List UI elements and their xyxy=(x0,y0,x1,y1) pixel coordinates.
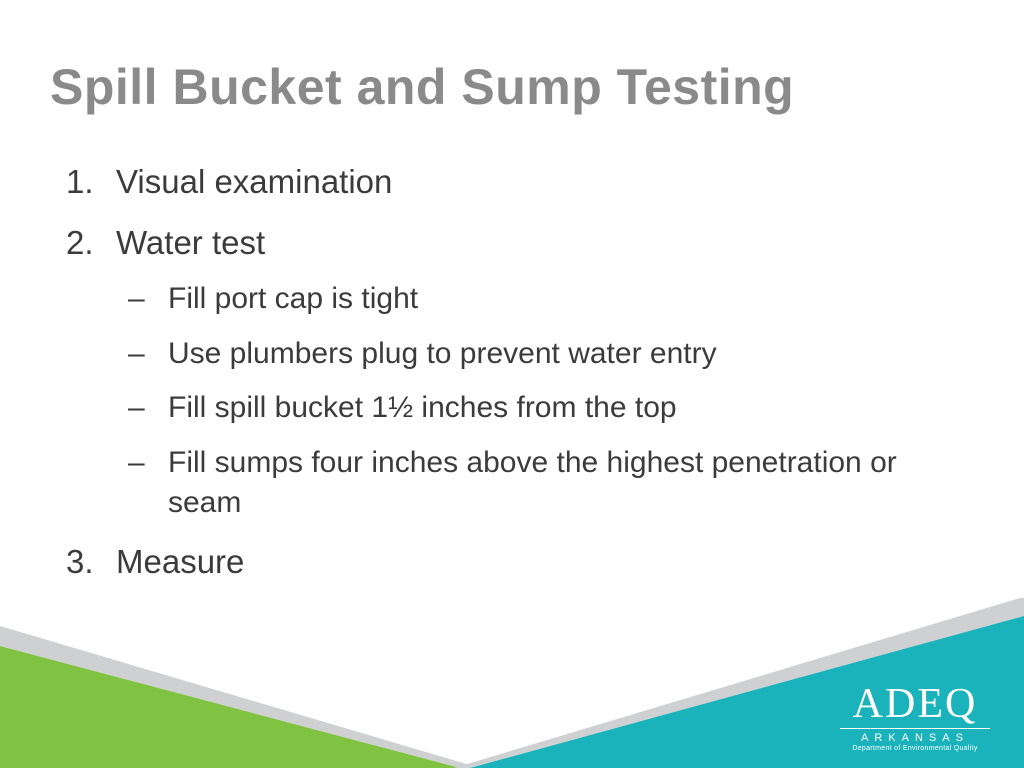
sub-list: Fill port cap is tight Use plumbers plug … xyxy=(128,279,974,524)
sub-list-item: Fill port cap is tight xyxy=(128,279,974,320)
logo-dept-text: Department of Environmental Quality xyxy=(840,745,990,752)
logo-divider xyxy=(840,728,990,729)
sub-list-item: Fill sumps four inches above the highest… xyxy=(128,443,974,524)
adeq-logo: ADEQ ARKANSAS Department of Environmenta… xyxy=(840,683,990,752)
logo-main-text: ADEQ xyxy=(840,683,990,725)
list-item: Visual examination xyxy=(50,160,974,205)
slide-title: Spill Bucket and Sump Testing xyxy=(50,58,794,116)
list-item-text: Water test xyxy=(116,224,265,261)
list-item: Measure xyxy=(50,540,974,585)
sub-list-item: Use plumbers plug to prevent water entry xyxy=(128,334,974,375)
slide: Spill Bucket and Sump Testing Visual exa… xyxy=(0,0,1024,768)
sub-list-item: Fill spill bucket 1½ inches from the top xyxy=(128,388,974,429)
list-item-text: Visual examination xyxy=(116,163,392,200)
logo-state-text: ARKANSAS xyxy=(840,732,990,744)
list-item-text: Measure xyxy=(116,543,244,580)
numbered-list: Visual examination Water test Fill port ca… xyxy=(50,160,974,584)
list-item: Water test Fill port cap is tight Use plum… xyxy=(50,221,974,524)
slide-content: Visual examination Water test Fill port ca… xyxy=(50,160,974,600)
